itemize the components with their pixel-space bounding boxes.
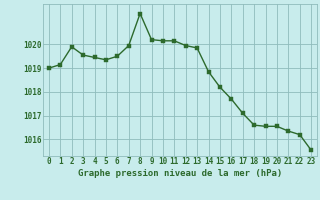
- X-axis label: Graphe pression niveau de la mer (hPa): Graphe pression niveau de la mer (hPa): [78, 169, 282, 178]
